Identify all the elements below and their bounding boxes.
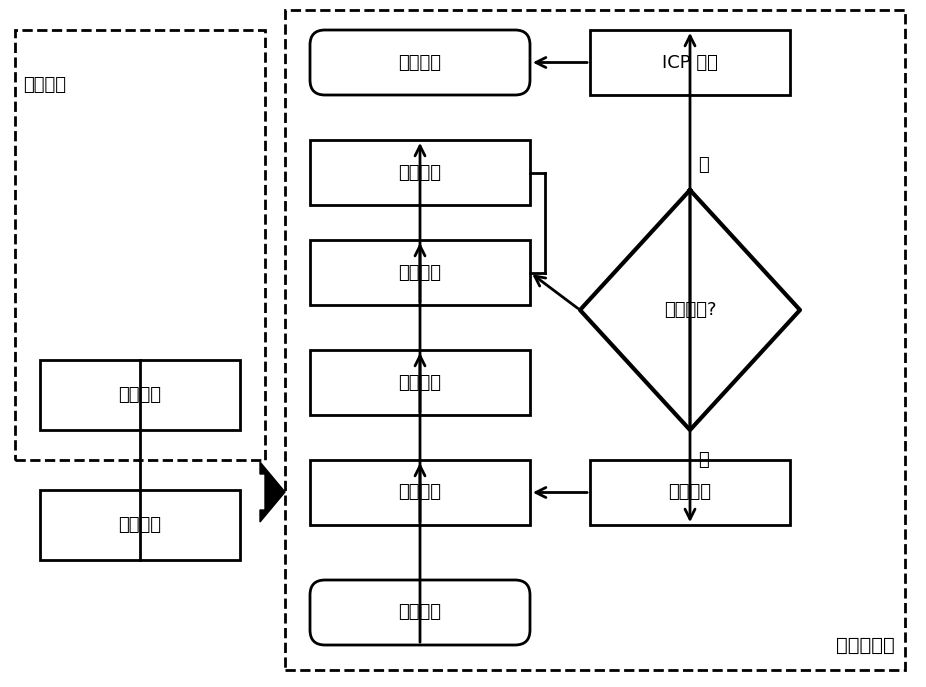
Bar — [310, 350, 530, 415]
Bar — [40, 490, 240, 560]
Bar — [40, 360, 240, 430]
Text: 开始测量: 开始测量 — [398, 603, 442, 622]
Bar — [310, 240, 530, 305]
Text: ICP 补偿: ICP 补偿 — [662, 54, 718, 71]
Text: 系统标定: 系统标定 — [119, 516, 161, 534]
Bar — [15, 30, 265, 460]
Polygon shape — [260, 462, 285, 522]
Text: 转台定位: 转台定位 — [119, 386, 161, 404]
Text: 测量结束: 测量结束 — [398, 54, 442, 71]
Text: 是: 是 — [698, 451, 708, 469]
Bar — [590, 460, 790, 525]
Bar — [590, 30, 790, 95]
Text: 旋转转台: 旋转转台 — [669, 484, 711, 502]
Text: 测量完毕?: 测量完毕? — [664, 301, 716, 319]
Text: 多视角测量: 多视角测量 — [836, 635, 895, 655]
Text: 条纹投影: 条纹投影 — [398, 484, 442, 502]
Text: 否: 否 — [698, 156, 708, 174]
Text: 相机抓拍: 相机抓拍 — [398, 374, 442, 392]
Bar — [285, 10, 905, 670]
FancyBboxPatch shape — [310, 580, 530, 645]
Bar — [310, 140, 530, 205]
Bar — [310, 460, 530, 525]
FancyBboxPatch shape — [310, 30, 530, 95]
Text: 测量准备: 测量准备 — [23, 76, 66, 94]
Text: 定位融合: 定位融合 — [398, 164, 442, 181]
Text: 重构计算: 重构计算 — [398, 264, 442, 282]
